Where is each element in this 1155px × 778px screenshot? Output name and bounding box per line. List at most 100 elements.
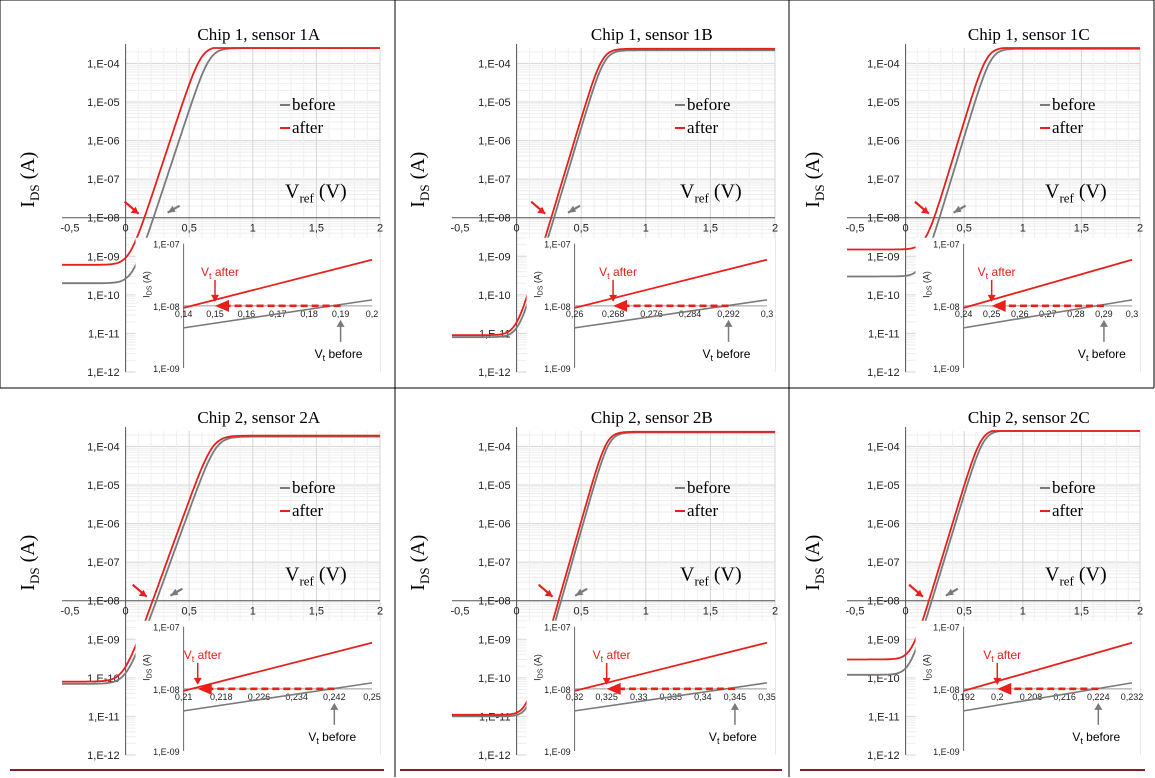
inset-vt-after-label: Vt after — [593, 648, 631, 664]
y-axis-label: IDS (A) — [407, 535, 432, 591]
inset-vt-after-pointer-head — [211, 294, 219, 302]
x-tick-label: -0,5 — [846, 223, 865, 235]
x-tick-label: 1,5 — [1074, 606, 1089, 618]
legend-after-label: after — [292, 118, 323, 137]
y-tick-label: 1,E-06 — [87, 519, 119, 531]
inset-x-tick-label: 0,26 — [1011, 309, 1029, 319]
x-axis-label-unit: (V) — [314, 564, 347, 586]
inset-y-tick-label: 1,E-08 — [544, 302, 571, 312]
inset-x-tick-label: 0,3 — [1126, 309, 1139, 319]
inset-vt-after-pointer-head — [602, 677, 611, 685]
y-tick-label: 1,E-05 — [478, 97, 510, 109]
y-tick-label: 1,E-10 — [478, 290, 510, 302]
inset-y-label-main: I — [142, 295, 152, 298]
inset-x-tick-label: 0,29 — [1095, 309, 1113, 319]
inset-x-tick-label: 0,28 — [1067, 309, 1085, 319]
y-tick-label: 1,E-12 — [867, 750, 899, 762]
inset-y-label-sub: DS — [927, 668, 934, 678]
legend-after-label: after — [1052, 118, 1083, 137]
x-tick-label: 2 — [772, 606, 778, 618]
vt-after-main: V — [184, 648, 192, 662]
x-tick-label: 1 — [643, 223, 649, 235]
y-tick-label: 1,E-11 — [88, 328, 120, 340]
inset-y-axis-label: IDS (A) — [142, 271, 154, 298]
inset-x-tick-label: 0,224 — [1087, 692, 1110, 702]
y-axis-label: IDS (A) — [17, 535, 42, 591]
y-axis-label-main: I — [17, 201, 39, 208]
vt-before-arrowhead — [575, 588, 584, 596]
y-tick-label: 1,E-05 — [867, 480, 899, 492]
inset-y-label-sub: DS — [147, 285, 154, 295]
inset-chart: 1,E-071,E-081,E-090,240,250,260,270,280,… — [915, 237, 1140, 376]
vt-before-sub: t — [711, 353, 714, 363]
chart-svg: 1,E-121,E-111,E-101,E-091,E-081,E-071,E-… — [802, 408, 1143, 762]
inset-y-tick-label: 1,E-08 — [933, 685, 960, 695]
x-tick-label: -0,5 — [846, 606, 865, 618]
y-tick-label: 1,E-11 — [88, 711, 120, 723]
inset-shift-arrowhead — [613, 299, 628, 312]
inset-chart: 1,E-071,E-081,E-090,140,150,160,170,180,… — [135, 237, 380, 376]
inset-vt-before-label: Vt before — [1078, 347, 1126, 363]
x-axis-label-unit: (V) — [314, 181, 347, 203]
legend-after-label: after — [292, 501, 323, 520]
x-tick-label: 1,5 — [703, 223, 718, 235]
inset-y-label-sub: DS — [538, 668, 545, 678]
x-tick-label: 0 — [514, 606, 520, 618]
x-tick-label: 0 — [123, 223, 129, 235]
vt-after-arrowhead — [130, 206, 139, 214]
inset-y-tick-label: 1,E-09 — [544, 364, 571, 374]
x-tick-label: -0,5 — [61, 606, 80, 618]
legend-before-label: before — [687, 95, 730, 114]
vt-before-arrowhead — [953, 205, 962, 213]
x-axis-label: Vref (V) — [285, 181, 347, 206]
inset-x-tick-label: 0,325 — [595, 692, 618, 702]
y-tick-label: 1,E-05 — [478, 480, 510, 492]
x-axis-label: Vref (V) — [680, 564, 742, 589]
y-tick-label: 1,E-10 — [867, 673, 899, 685]
chart-title: Chip 1, sensor 1A — [197, 25, 321, 44]
y-tick-label: 1,E-05 — [87, 480, 119, 492]
inset-vt-before-pointer-head — [330, 702, 339, 710]
inset-vt-after-label: Vt after — [978, 265, 1016, 281]
inset-y-tick-label: 1,E-09 — [933, 364, 960, 374]
vt-after-arrowhead — [915, 589, 924, 597]
inset-vt-after-pointer-head — [987, 294, 996, 302]
inset-vt-after-pointer-head — [193, 677, 202, 685]
y-tick-label: 1,E-07 — [867, 174, 899, 186]
legend-after-label: after — [1052, 501, 1083, 520]
inset-y-label-unit: (A) — [533, 271, 543, 286]
y-axis-label: IDS (A) — [407, 152, 432, 208]
y-axis-label-sub: DS — [812, 184, 827, 201]
vt-before-suffix: before — [713, 347, 751, 361]
y-tick-label: 1,E-06 — [478, 136, 510, 148]
chart-title: Chip 1, sensor 1C — [968, 25, 1090, 44]
inset-shift-arrowhead — [997, 682, 1012, 695]
y-axis-label-main: I — [407, 584, 429, 591]
vt-after-sub: t — [209, 271, 212, 281]
inset-x-tick-label: 0,15 — [206, 309, 224, 319]
y-tick-label: 1,E-11 — [868, 328, 900, 340]
y-tick-label: 1,E-06 — [867, 519, 899, 531]
x-axis-label-sub: ref — [694, 574, 709, 589]
x-tick-label: 0,5 — [182, 606, 197, 618]
inset-x-tick-label: 0,242 — [323, 692, 346, 702]
y-tick-label: 1,E-04 — [87, 441, 119, 453]
y-axis-label: IDS (A) — [802, 535, 827, 591]
x-axis-label-sub: ref — [299, 574, 314, 589]
inset-vt-after-label: Vt after — [983, 648, 1021, 664]
inset-y-tick-label: 1,E-07 — [544, 623, 571, 633]
x-tick-label: 0,5 — [957, 606, 972, 618]
x-axis-label: Vref (V) — [1045, 181, 1107, 206]
vt-after-main: V — [983, 648, 991, 662]
inset-shift-arrowhead — [606, 682, 621, 695]
y-tick-label: 1,E-12 — [478, 367, 510, 379]
inset-shift-arrowhead — [215, 299, 229, 312]
vt-before-suffix: before — [319, 730, 357, 744]
x-axis-label: Vref (V) — [1045, 564, 1107, 589]
inset-y-axis-label: IDS (A) — [533, 654, 545, 681]
inset-x-tick-label: 0,218 — [210, 692, 233, 702]
vt-before-sub: t — [316, 736, 319, 746]
inset-x-tick-label: 0,26 — [566, 309, 584, 319]
inset-y-label-sub: DS — [147, 668, 154, 678]
chart-svg: 1,E-121,E-111,E-101,E-091,E-081,E-071,E-… — [407, 25, 778, 379]
